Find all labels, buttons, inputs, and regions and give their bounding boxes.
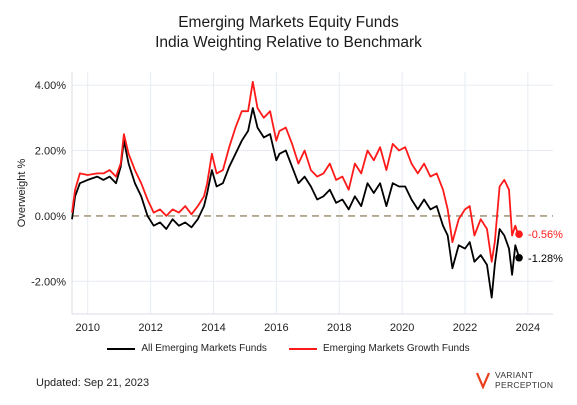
end-label-growth: -0.56% <box>528 229 563 241</box>
legend-label-all: All Emerging Markets Funds <box>141 343 267 354</box>
legend-item-all: All Emerging Markets Funds <box>107 343 267 354</box>
series-line-all-em-funds <box>71 107 520 299</box>
legend-label-growth: Emerging Markets Growth Funds <box>322 343 470 354</box>
x-tick-label: 2016 <box>264 322 288 334</box>
y-tick-label: -2.00% <box>31 276 66 288</box>
chart-title-line-2: India Weighting Relative to Benchmark <box>155 34 422 51</box>
legend-item-growth: Emerging Markets Growth Funds <box>288 343 470 354</box>
logo-line-1: VARIANT <box>495 370 534 380</box>
legend-swatch-growth <box>288 347 317 350</box>
y-axis-label: Overweight % <box>16 159 28 228</box>
y-tick-label: 0.00% <box>35 211 66 223</box>
variant-perception-logo: VARIANT PERCEPTION <box>476 370 553 390</box>
series-line-em-growth-funds <box>71 80 520 263</box>
updated-date: Updated: Sep 21, 2023 <box>36 377 150 389</box>
legend: All Emerging Markets Funds Emerging Mark… <box>0 343 577 354</box>
end-marker-growth <box>515 230 523 239</box>
logo-line-2: PERCEPTION <box>495 380 554 390</box>
x-tick-label: 2010 <box>75 322 99 334</box>
end-marker-all <box>515 253 523 262</box>
x-tick-label: 2024 <box>516 322 540 334</box>
x-tick-label: 2014 <box>201 322 225 334</box>
legend-swatch-all <box>107 347 136 350</box>
x-tick-label: 2020 <box>390 322 414 334</box>
chart-title-line-1: Emerging Markets Equity Funds <box>178 14 399 31</box>
x-tick-label: 2012 <box>138 322 162 334</box>
y-tick-label: 4.00% <box>35 80 66 92</box>
end-label-all: -1.28% <box>528 253 563 265</box>
logo-mark-icon <box>476 372 490 389</box>
y-tick-label: 2.00% <box>35 145 66 157</box>
x-tick-label: 2022 <box>453 322 477 334</box>
x-tick-label: 2018 <box>327 322 351 334</box>
